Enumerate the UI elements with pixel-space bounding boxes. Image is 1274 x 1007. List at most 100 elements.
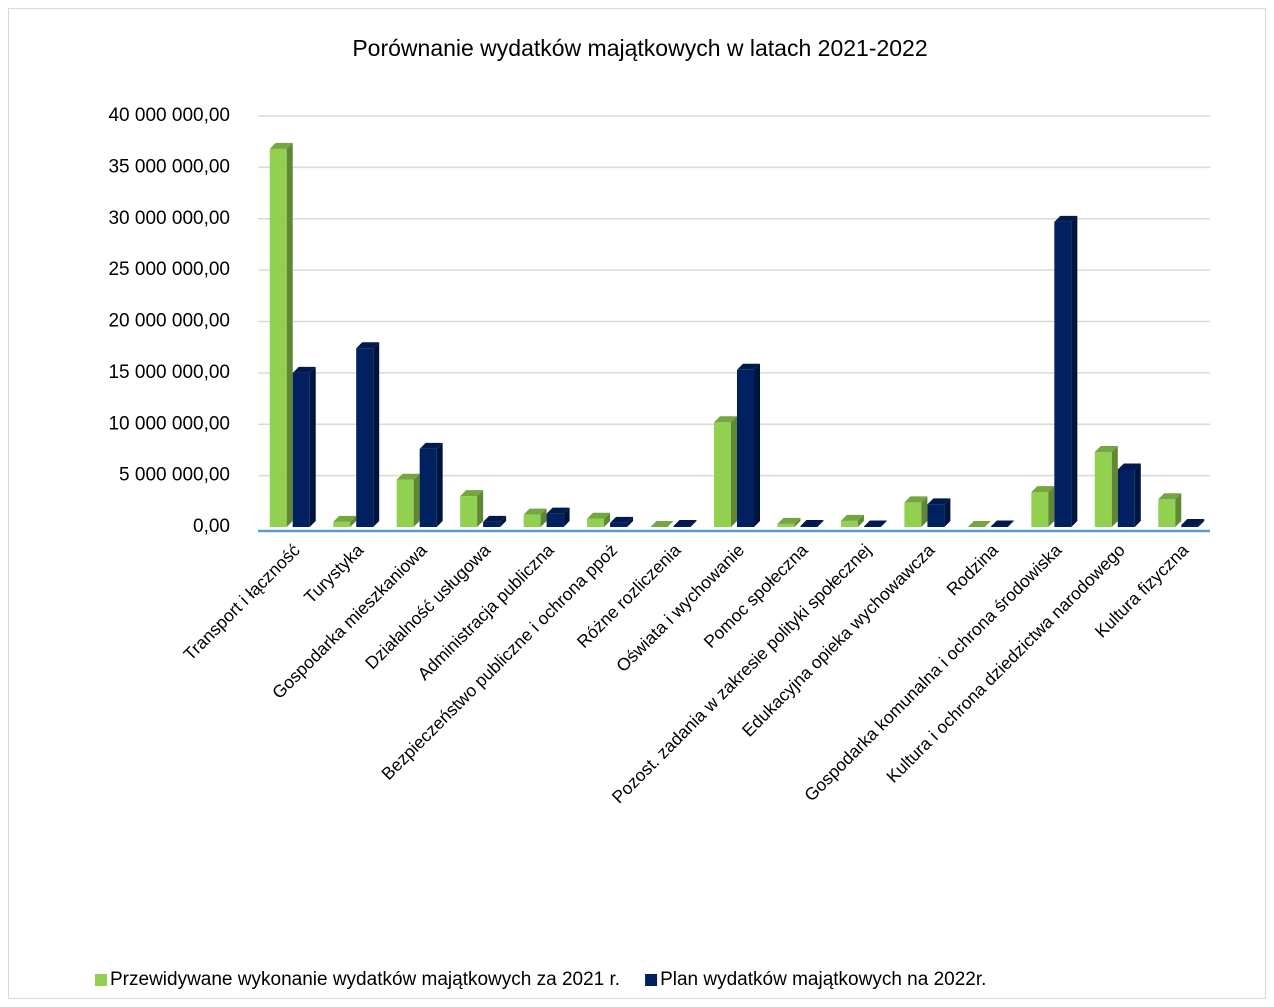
bar-top	[863, 520, 887, 527]
bar-side	[1071, 215, 1078, 527]
y-tick-label: 30 000 000,00	[108, 208, 230, 229]
bar-top	[927, 498, 951, 505]
bar	[990, 520, 1014, 527]
bar-front	[1158, 499, 1176, 527]
bar-side	[1007, 520, 1014, 527]
bar	[523, 508, 547, 527]
bar	[840, 514, 864, 527]
bar	[587, 512, 611, 527]
bar	[737, 363, 760, 527]
y-tick-label: 15 000 000,00	[108, 362, 230, 383]
bar-front	[990, 526, 1008, 527]
bar-side	[690, 519, 697, 527]
bar-side	[436, 442, 443, 527]
bar-side	[500, 515, 507, 527]
bar-top	[737, 363, 760, 370]
bar-top	[1181, 518, 1205, 525]
bar-top	[673, 519, 697, 526]
legend-label: Plan wydatków majątkowych na 2022r.	[660, 969, 986, 990]
bar	[673, 519, 697, 527]
bar-top	[800, 519, 824, 526]
bar	[777, 517, 801, 527]
bar-front	[523, 514, 541, 527]
bar-top	[523, 508, 547, 515]
bar-front	[460, 496, 478, 527]
bar	[269, 142, 293, 527]
bar	[904, 496, 928, 527]
bar-side	[794, 517, 801, 527]
bar-side	[309, 366, 316, 527]
bar-side	[413, 473, 420, 527]
legend-label: Przewidywane wykonanie wydatków majątkow…	[110, 969, 620, 990]
bar-top	[1117, 463, 1141, 470]
bar-top	[356, 342, 380, 349]
bar	[863, 520, 887, 527]
bar-side	[1111, 445, 1118, 527]
bar	[1181, 518, 1205, 527]
bar-front	[333, 521, 351, 527]
bar-top	[610, 516, 634, 523]
bar-top	[419, 442, 443, 449]
bar-side	[604, 512, 611, 527]
bar-side	[880, 520, 887, 527]
bar-side	[1134, 463, 1141, 527]
bar-front	[777, 523, 795, 527]
bar-top	[587, 512, 611, 519]
bar-side	[817, 519, 824, 527]
bar-side	[1175, 493, 1182, 527]
y-tick-label: 25 000 000,00	[108, 259, 230, 280]
bar	[483, 515, 507, 527]
bar-front	[1181, 524, 1199, 527]
bar-side	[540, 508, 547, 527]
bar-top	[990, 520, 1014, 527]
bar-side	[731, 416, 737, 527]
bar-top	[546, 507, 570, 514]
bar-front	[419, 448, 437, 527]
bar-front	[269, 148, 287, 527]
bar-top	[1158, 493, 1182, 500]
bar	[460, 490, 484, 527]
bar-front	[863, 526, 881, 527]
bar-side	[563, 507, 570, 527]
bar	[967, 521, 991, 527]
bar-side	[350, 515, 357, 527]
bar-front	[737, 369, 754, 527]
bar-side	[857, 514, 864, 527]
y-tick-label: 35 000 000,00	[108, 156, 230, 177]
bar	[292, 366, 316, 527]
chart-title: Porównanie wydatków majątkowych w latach…	[352, 35, 927, 61]
bar-top	[269, 142, 293, 149]
bar-front	[1094, 451, 1112, 527]
bar-front	[927, 504, 945, 527]
bar-front	[483, 521, 501, 527]
legend-swatch	[645, 974, 658, 986]
bar-side	[754, 363, 760, 527]
bar-top	[714, 416, 737, 423]
bar-front	[714, 422, 731, 527]
legend-swatch	[95, 974, 107, 986]
bar-front	[546, 513, 564, 527]
bar-front	[1054, 221, 1072, 527]
bar	[1117, 463, 1141, 527]
bar-top	[967, 521, 991, 527]
bar	[1158, 493, 1182, 527]
bar	[396, 473, 420, 527]
bar	[333, 515, 357, 527]
bar-top	[904, 496, 928, 503]
bar-front	[610, 522, 628, 527]
bar-side	[944, 498, 951, 527]
bar-side	[477, 490, 484, 527]
bar-side	[627, 516, 634, 527]
bar-top	[1094, 445, 1118, 452]
y-tick-label: 10 000 000,00	[108, 413, 230, 434]
bar-top	[777, 517, 801, 524]
bar-front	[292, 372, 310, 527]
bar-top	[1054, 215, 1078, 222]
bar-top	[333, 515, 357, 522]
bar-front	[396, 479, 414, 527]
bar-front	[1117, 469, 1135, 527]
y-tick-label: 0,00	[193, 516, 230, 537]
bar-front	[587, 518, 605, 527]
bar-side	[1198, 518, 1205, 527]
